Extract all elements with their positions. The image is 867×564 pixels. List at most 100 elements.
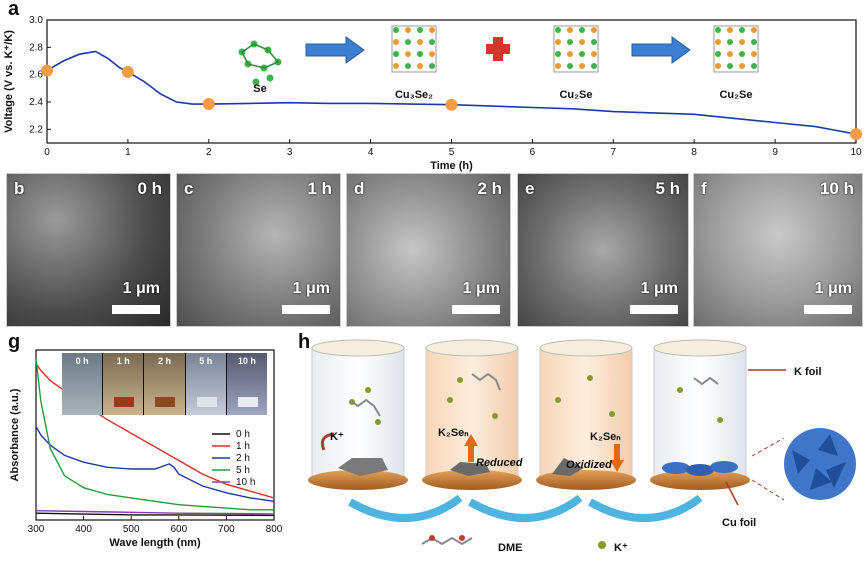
atom: [739, 39, 745, 45]
absorbance-series-line: [35, 426, 275, 502]
time-point-marker: [445, 98, 458, 111]
vial: 10 h: [226, 353, 268, 415]
phase-label: Cu₂Se: [559, 89, 592, 101]
sem-panel-letter: e: [525, 179, 535, 198]
mechanism-schematic: K⁺ K₂Seₙ Reduced K₂Seₙ Oxidized: [308, 339, 856, 554]
k-ion-label: K⁺: [330, 431, 344, 443]
sem-image-1h: c 1 h 1 μm: [176, 173, 341, 327]
atom: [555, 39, 561, 45]
vial: 2 h: [144, 353, 186, 415]
x-tick-label: 1: [125, 147, 131, 158]
atom: [715, 39, 721, 45]
legend-entry: 5 h: [236, 465, 250, 476]
crystal-structure-icon: [553, 25, 599, 73]
x-tick-label: 300: [28, 524, 45, 535]
sem-image-10h: f 10 h 1 μm: [693, 173, 863, 327]
atom: [252, 78, 260, 86]
x-tick-label: 400: [75, 524, 92, 535]
voltage-series-line: [46, 50, 857, 135]
sem-time-label: 2 h: [477, 179, 502, 198]
atom: [417, 63, 423, 69]
time-point-marker: [850, 128, 862, 141]
x-tick-label: 0: [44, 147, 50, 158]
bond: [241, 43, 280, 69]
jar-2: K₂Seₙ Reduced: [422, 339, 523, 490]
phase-label: Se: [253, 83, 266, 95]
y-tick-label: 2.2: [29, 124, 43, 135]
scale-bar: [630, 305, 678, 314]
absorbance-chart: 300 400 500 600 700 800 Wave length (nm) Absorb…: [9, 349, 283, 549]
vial-liquid: [155, 397, 176, 407]
atom: [579, 63, 585, 69]
sem-panel-letter: c: [184, 179, 194, 198]
plot-frame: [35, 349, 275, 521]
atom: [405, 27, 411, 33]
atom: [393, 51, 399, 57]
atom: [393, 39, 399, 45]
dme-molecule-icon: [421, 535, 473, 546]
zoom-line: [751, 437, 785, 457]
x-tick-label: 6: [530, 147, 536, 158]
scale-bar-label: 1 μm: [292, 280, 330, 297]
sem-image-5h: e 5 h 1 μm: [517, 173, 689, 327]
atom: [266, 74, 274, 82]
vial-label: 2 h: [158, 356, 172, 366]
crystal-structure-icon: [391, 25, 437, 73]
plot-frame: [46, 19, 857, 144]
scale-bar-label: 1 μm: [814, 280, 852, 297]
x-tick-label: 5: [449, 147, 455, 158]
atom: [567, 51, 573, 57]
y-tick-label: 2.6: [29, 70, 43, 81]
sem-time-label: 0 h: [137, 179, 162, 198]
x-tick-label: 3: [287, 147, 293, 158]
sem-panel-letter: d: [354, 179, 365, 198]
vial-label: 5 h: [199, 356, 213, 366]
reduced-label: Reduced: [476, 457, 523, 469]
panel-label-g: g: [8, 331, 21, 353]
atom: [591, 63, 597, 69]
atom: [727, 39, 733, 45]
x-tick-label: 500: [123, 524, 140, 535]
zoom-line: [751, 479, 785, 501]
atom: [715, 63, 721, 69]
atom: [417, 51, 423, 57]
sem-time-label: 1 h: [307, 179, 332, 198]
absorbance-series-line: [35, 510, 275, 515]
crystal-structure-icon: [238, 40, 282, 86]
phase-label: Cu₃Se₂: [395, 89, 433, 101]
cu-flower-zoom: [784, 428, 856, 500]
vial: 1 h: [103, 353, 145, 415]
x-tick-label: 10: [850, 147, 862, 158]
vial-liquid: [196, 397, 217, 407]
legend-dme-label: DME: [498, 542, 522, 554]
atom: [579, 51, 585, 57]
time-point-marker: [202, 98, 215, 111]
scale-bar-label: 1 μm: [462, 280, 500, 297]
x-tick-label: 4: [368, 147, 374, 158]
atom: [739, 27, 745, 33]
atom: [751, 39, 757, 45]
atom: [727, 27, 733, 33]
atom: [405, 63, 411, 69]
voltage-time-chart: 0 1 2 3 4 5 6 7 8 9 10 2.2 2.4 2.6 2.8 3.0 Time (h) Volta…: [3, 15, 862, 172]
arrow-icon: [305, 36, 365, 64]
x-tick-label: 7: [611, 147, 617, 158]
atom: [727, 51, 733, 57]
x-tick-label: 800: [266, 524, 283, 535]
atom: [567, 27, 573, 33]
process-arrow: [468, 494, 583, 522]
vial-liquid: [237, 397, 258, 407]
atom: [739, 51, 745, 57]
atom: [429, 39, 435, 45]
legend-entry: 10 h: [236, 477, 255, 488]
oxidized-label: Oxidized: [566, 459, 612, 471]
scale-bar: [452, 305, 500, 314]
atom: [579, 27, 585, 33]
jar-3: K₂Seₙ Oxidized: [536, 339, 636, 490]
cu-foil-leader: [725, 481, 739, 506]
process-arrow: [588, 494, 703, 522]
k-foil-label: K foil: [794, 366, 822, 378]
panel-label-h: h: [298, 331, 311, 353]
atom: [591, 39, 597, 45]
atom: [727, 63, 733, 69]
